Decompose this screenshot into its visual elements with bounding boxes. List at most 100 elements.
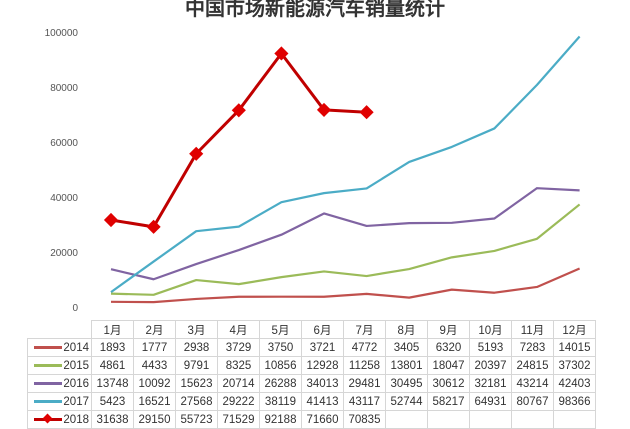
table-cell: 14015 [553,338,596,357]
table-corner [27,320,92,339]
table-row: 2016 13748 10092 15623 20714 26288 34013 29481 3… [27,374,596,393]
table-cell: 5423 [91,392,134,411]
table-cell: 12928 [301,356,344,375]
legend-line-icon [34,363,63,367]
diamond-marker-icon [316,102,332,118]
y-tick-label: 100000 [45,28,79,39]
diamond-marker-icon [274,46,289,61]
diamond-marker-icon [103,212,119,228]
legend-label: 2015 [63,359,89,372]
table-cell: 4772 [343,338,386,357]
line-chart: 0 20000 40000 60000 80000 100000 [45,28,581,314]
month-header: 6月 [301,320,344,339]
table-cell: 32181 [469,374,512,393]
legend-key: 2015 [27,356,92,375]
chart-title: 中国市场新能源汽车销量统计 [185,0,445,20]
table-cell: 52744 [385,392,428,411]
y-tick-label: 0 [72,303,78,314]
legend-key: 2016 [27,374,92,393]
table-cell: 5193 [469,338,512,357]
table-cell: 37302 [553,356,596,375]
month-header: 8月 [385,320,428,339]
table-cell: 26288 [259,374,302,393]
table-cell: 24815 [511,356,554,375]
series-line-2015 [110,203,581,296]
series-line-2014 [110,267,581,304]
table-cell: 3721 [301,338,344,357]
series-line-2018 [110,51,367,229]
legend-line-icon [34,345,63,349]
table-cell: 3729 [217,338,260,357]
series-line-2016 [110,187,580,281]
legend-line-icon [34,399,63,403]
month-header: 4月 [217,320,260,339]
table-cell: 29222 [217,392,260,411]
table-cell: 30612 [427,374,470,393]
table-cell: 7283 [511,338,554,357]
table-row: 2017 5423 16521 27568 29222 38119 41413 43117 52… [27,392,596,411]
table-cell: 13748 [91,374,134,393]
table-cell: 43214 [511,374,554,393]
table-cell: 3405 [385,338,428,357]
y-axis: 0 20000 40000 60000 80000 100000 [45,28,79,314]
table-cell: 42403 [553,374,596,393]
table-cell: 34013 [301,374,344,393]
legend-label: 2017 [63,395,89,408]
table-cell: 8325 [217,356,260,375]
table-row: 2015 4861 4433 9791 8325 10856 12928 11258 13801… [27,356,596,375]
table-cell: 10092 [133,374,176,393]
table-cell: 3750 [259,338,302,357]
table-cell: 30495 [385,374,428,393]
table-cell: 43117 [343,392,386,411]
diamond-marker-icon [359,105,374,120]
table-cell: 29481 [343,374,386,393]
table-cell: 15623 [175,374,218,393]
table-cell: 11258 [343,356,386,375]
y-tick-label: 40000 [50,193,78,204]
table-cell: 20714 [217,374,260,393]
table-cell: 98366 [553,392,596,411]
table-cell: 41413 [301,392,344,411]
data-table: 1月 2月 3月 4月 5月 6月 7月 8月 9月 10月 11月 12月 2014 1893 1777… [27,320,596,429]
table-cell: 4861 [91,356,134,375]
month-header: 5月 [259,320,302,339]
legend-label: 2014 [63,341,89,354]
table-cell: 18047 [427,356,470,375]
table-cell: 20397 [469,356,512,375]
table-cell: 58217 [427,392,470,411]
legend-line-icon [34,381,63,385]
series-layer [103,35,581,304]
table-cell: 2938 [175,338,218,357]
legend-key: 2014 [27,338,92,357]
month-header: 11月 [511,320,554,339]
table-cell: 10856 [259,356,302,375]
month-header: 3月 [175,320,218,339]
table-row: 2014 1893 1777 2938 3729 3750 3721 4772 3405 6320… [27,338,596,357]
table-cell: 1893 [91,338,134,357]
legend-label: 2016 [63,377,89,390]
legend-diamond-icon [42,413,53,424]
y-tick-label: 60000 [50,138,78,149]
table-cell: 13801 [385,356,428,375]
series-line-2017 [110,35,581,293]
table-cell: 4433 [133,356,176,375]
month-header: 12月 [553,320,596,339]
diamond-marker-icon [146,219,161,234]
table-cell: 16521 [133,392,176,411]
diamond-marker-icon [189,146,204,161]
y-tick-label: 80000 [50,83,78,94]
table-cell: 80767 [511,392,554,411]
table-cell: 64931 [469,392,512,411]
table-cell: 9791 [175,356,218,375]
table-cell: 27568 [175,392,218,411]
table-header-row: 1月 2月 3月 4月 5月 6月 7月 8月 9月 10月 11月 12月 [27,320,596,339]
legend-line-icon [34,413,63,424]
legend-key: 2017 [27,392,92,411]
month-header: 2月 [133,320,176,339]
month-header: 10月 [469,320,512,339]
y-tick-label: 20000 [50,248,78,259]
month-header: 9月 [427,320,470,339]
table-cell: 38119 [259,392,302,411]
month-header: 1月 [91,320,134,339]
table-cell: 1777 [133,338,176,357]
